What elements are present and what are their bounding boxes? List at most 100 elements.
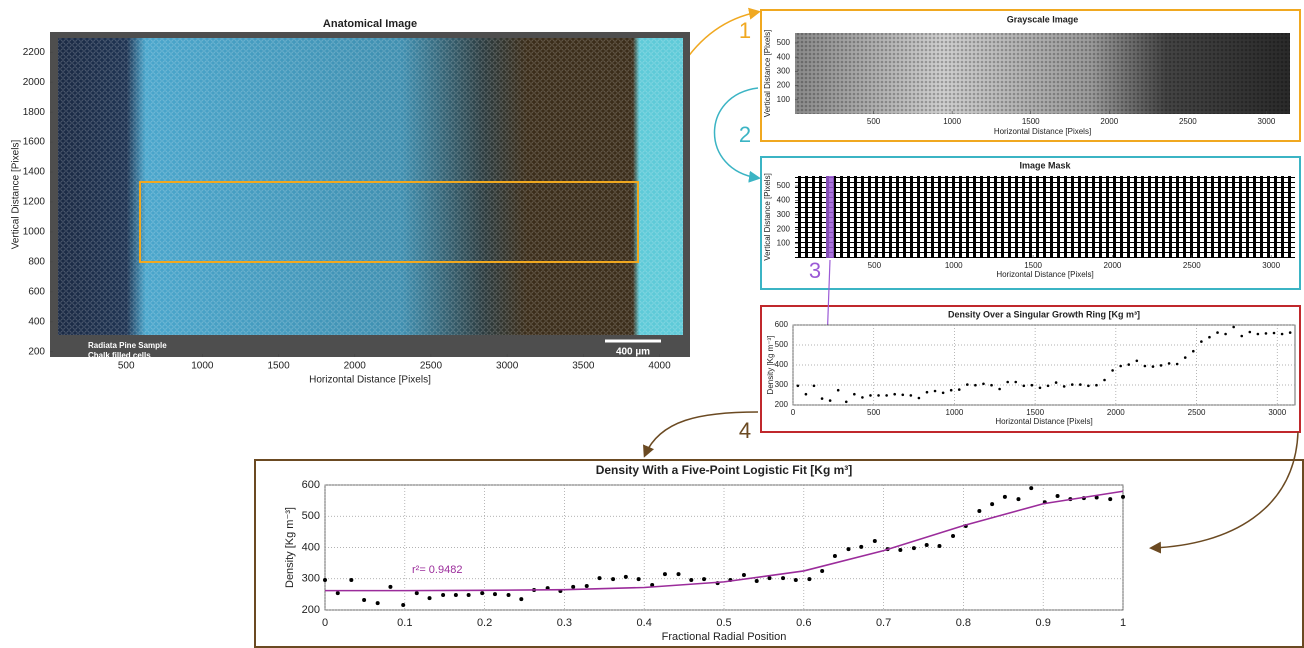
x-tick-label: 1 [1120, 617, 1126, 629]
panel: 500 1000 1500 2000 2500 3000 100 200 300 400 500 Gr… [763, 14, 1290, 136]
data-point [974, 383, 977, 387]
y-tick-label: 1200 [23, 197, 46, 208]
panel: 0 0.1 0.2 0.3 0.4 0.5 0.6 0.7 0.8 0.9 1 200 300 400 50… [284, 463, 1126, 643]
data-point [623, 574, 628, 579]
data-point [362, 598, 367, 602]
x-tick-label: 3500 [572, 361, 595, 372]
data-point [820, 397, 824, 400]
chart-title: Density Over a Singular Growth Ring [Kg … [948, 309, 1140, 319]
y-tick-label: 500 [775, 340, 789, 349]
region-box [139, 181, 639, 263]
data-point [480, 591, 485, 596]
data-point [1006, 380, 1009, 384]
x-tick-label: 2500 [420, 361, 443, 372]
data-point [804, 392, 808, 396]
y-tick-label: 1400 [23, 167, 46, 178]
data-point [844, 400, 848, 404]
data-point [584, 583, 589, 588]
x-tick-label: 0.1 [397, 617, 412, 629]
data-point [1240, 334, 1244, 338]
x-tick-label: 1000 [943, 117, 961, 126]
data-point [957, 388, 961, 391]
x-tick-label: 1500 [267, 361, 290, 372]
x-tick-label: 500 [867, 117, 881, 126]
x-tick-label: 2500 [1183, 261, 1201, 270]
y-tick-label: 200 [777, 81, 791, 90]
y-tick-label: 1000 [23, 227, 46, 238]
y-tick-label: 300 [775, 380, 789, 389]
data-point [1111, 369, 1114, 372]
x-axis-label: Horizontal Distance [Pixels] [994, 127, 1091, 136]
data-point [1103, 378, 1106, 382]
x-tick-label: 0 [322, 617, 328, 629]
panel-frame [254, 459, 1304, 648]
data-point [1070, 383, 1074, 386]
data-point [1046, 384, 1050, 388]
data-point [1248, 330, 1252, 334]
x-tick-label: 2000 [344, 361, 367, 372]
y-tick-label: 2000 [23, 77, 46, 88]
panel-frame [760, 9, 1301, 142]
y-tick-label: 100 [777, 239, 791, 248]
data-point [492, 592, 497, 597]
data-point [846, 547, 851, 552]
image-texture [795, 33, 1290, 114]
data-point [859, 544, 864, 549]
panel-frame [760, 156, 1301, 290]
arrow [1149, 431, 1299, 554]
data-point [1288, 331, 1292, 334]
data-point [1022, 384, 1026, 388]
fit-line [325, 490, 1124, 592]
data-point [427, 596, 432, 601]
data-point [853, 392, 856, 396]
data-point [901, 393, 905, 397]
y-tick-label: 1800 [23, 107, 46, 118]
step-label: 1 [739, 18, 751, 43]
data-point [1108, 497, 1113, 502]
x-tick-label: 1000 [191, 361, 214, 372]
data-point [1200, 340, 1203, 343]
x-tick-label: 0 [791, 408, 796, 417]
data-point [1087, 384, 1090, 388]
y-tick-label: 500 [302, 510, 320, 522]
y-tick-label: 1600 [23, 137, 46, 148]
y-tick-label: 200 [775, 400, 789, 409]
data-point [1256, 332, 1260, 336]
data-point [349, 578, 354, 582]
y-axis-label: Vertical Distance [Pixels] [11, 140, 22, 250]
data-point [1232, 325, 1235, 329]
x-tick-label: 500 [868, 261, 882, 270]
x-tick-label: 1500 [1026, 408, 1044, 417]
data-point [1016, 497, 1021, 502]
x-axis-label: Horizontal Distance [Pixels] [995, 417, 1092, 426]
x-tick-label: 2000 [1104, 261, 1122, 270]
data-point [650, 583, 655, 587]
y-tick-label: 300 [302, 573, 320, 585]
data-point [323, 578, 327, 582]
panel: 500 1000 1500 2000 2500 3000 3500 4000 200 400 600… [11, 18, 690, 386]
x-tick-label: 1000 [945, 261, 963, 270]
x-tick-label: 3000 [496, 361, 519, 372]
y-tick-label: 500 [777, 38, 791, 47]
y-axis-label: Vertical Distance [Pixels] [763, 30, 772, 118]
data-point [836, 388, 840, 392]
data-point [414, 591, 419, 596]
data-point [990, 383, 993, 387]
x-tick-label: 2500 [1179, 117, 1197, 126]
x-tick-label: 2000 [1100, 117, 1118, 126]
data-point [977, 508, 982, 513]
data-point [1054, 381, 1058, 384]
data-point [1208, 335, 1211, 339]
data-point [388, 584, 393, 589]
data-point [676, 572, 681, 577]
data-point [1095, 383, 1098, 387]
chart-title: Density With a Five-Point Logistic Fit [… [596, 463, 853, 477]
data-point [1151, 365, 1155, 368]
y-tick-label: 600 [775, 320, 789, 329]
data-point [1183, 356, 1187, 359]
data-point [375, 601, 380, 606]
y-tick-label: 100 [777, 95, 791, 104]
image [795, 176, 1295, 258]
data-point [925, 390, 929, 394]
